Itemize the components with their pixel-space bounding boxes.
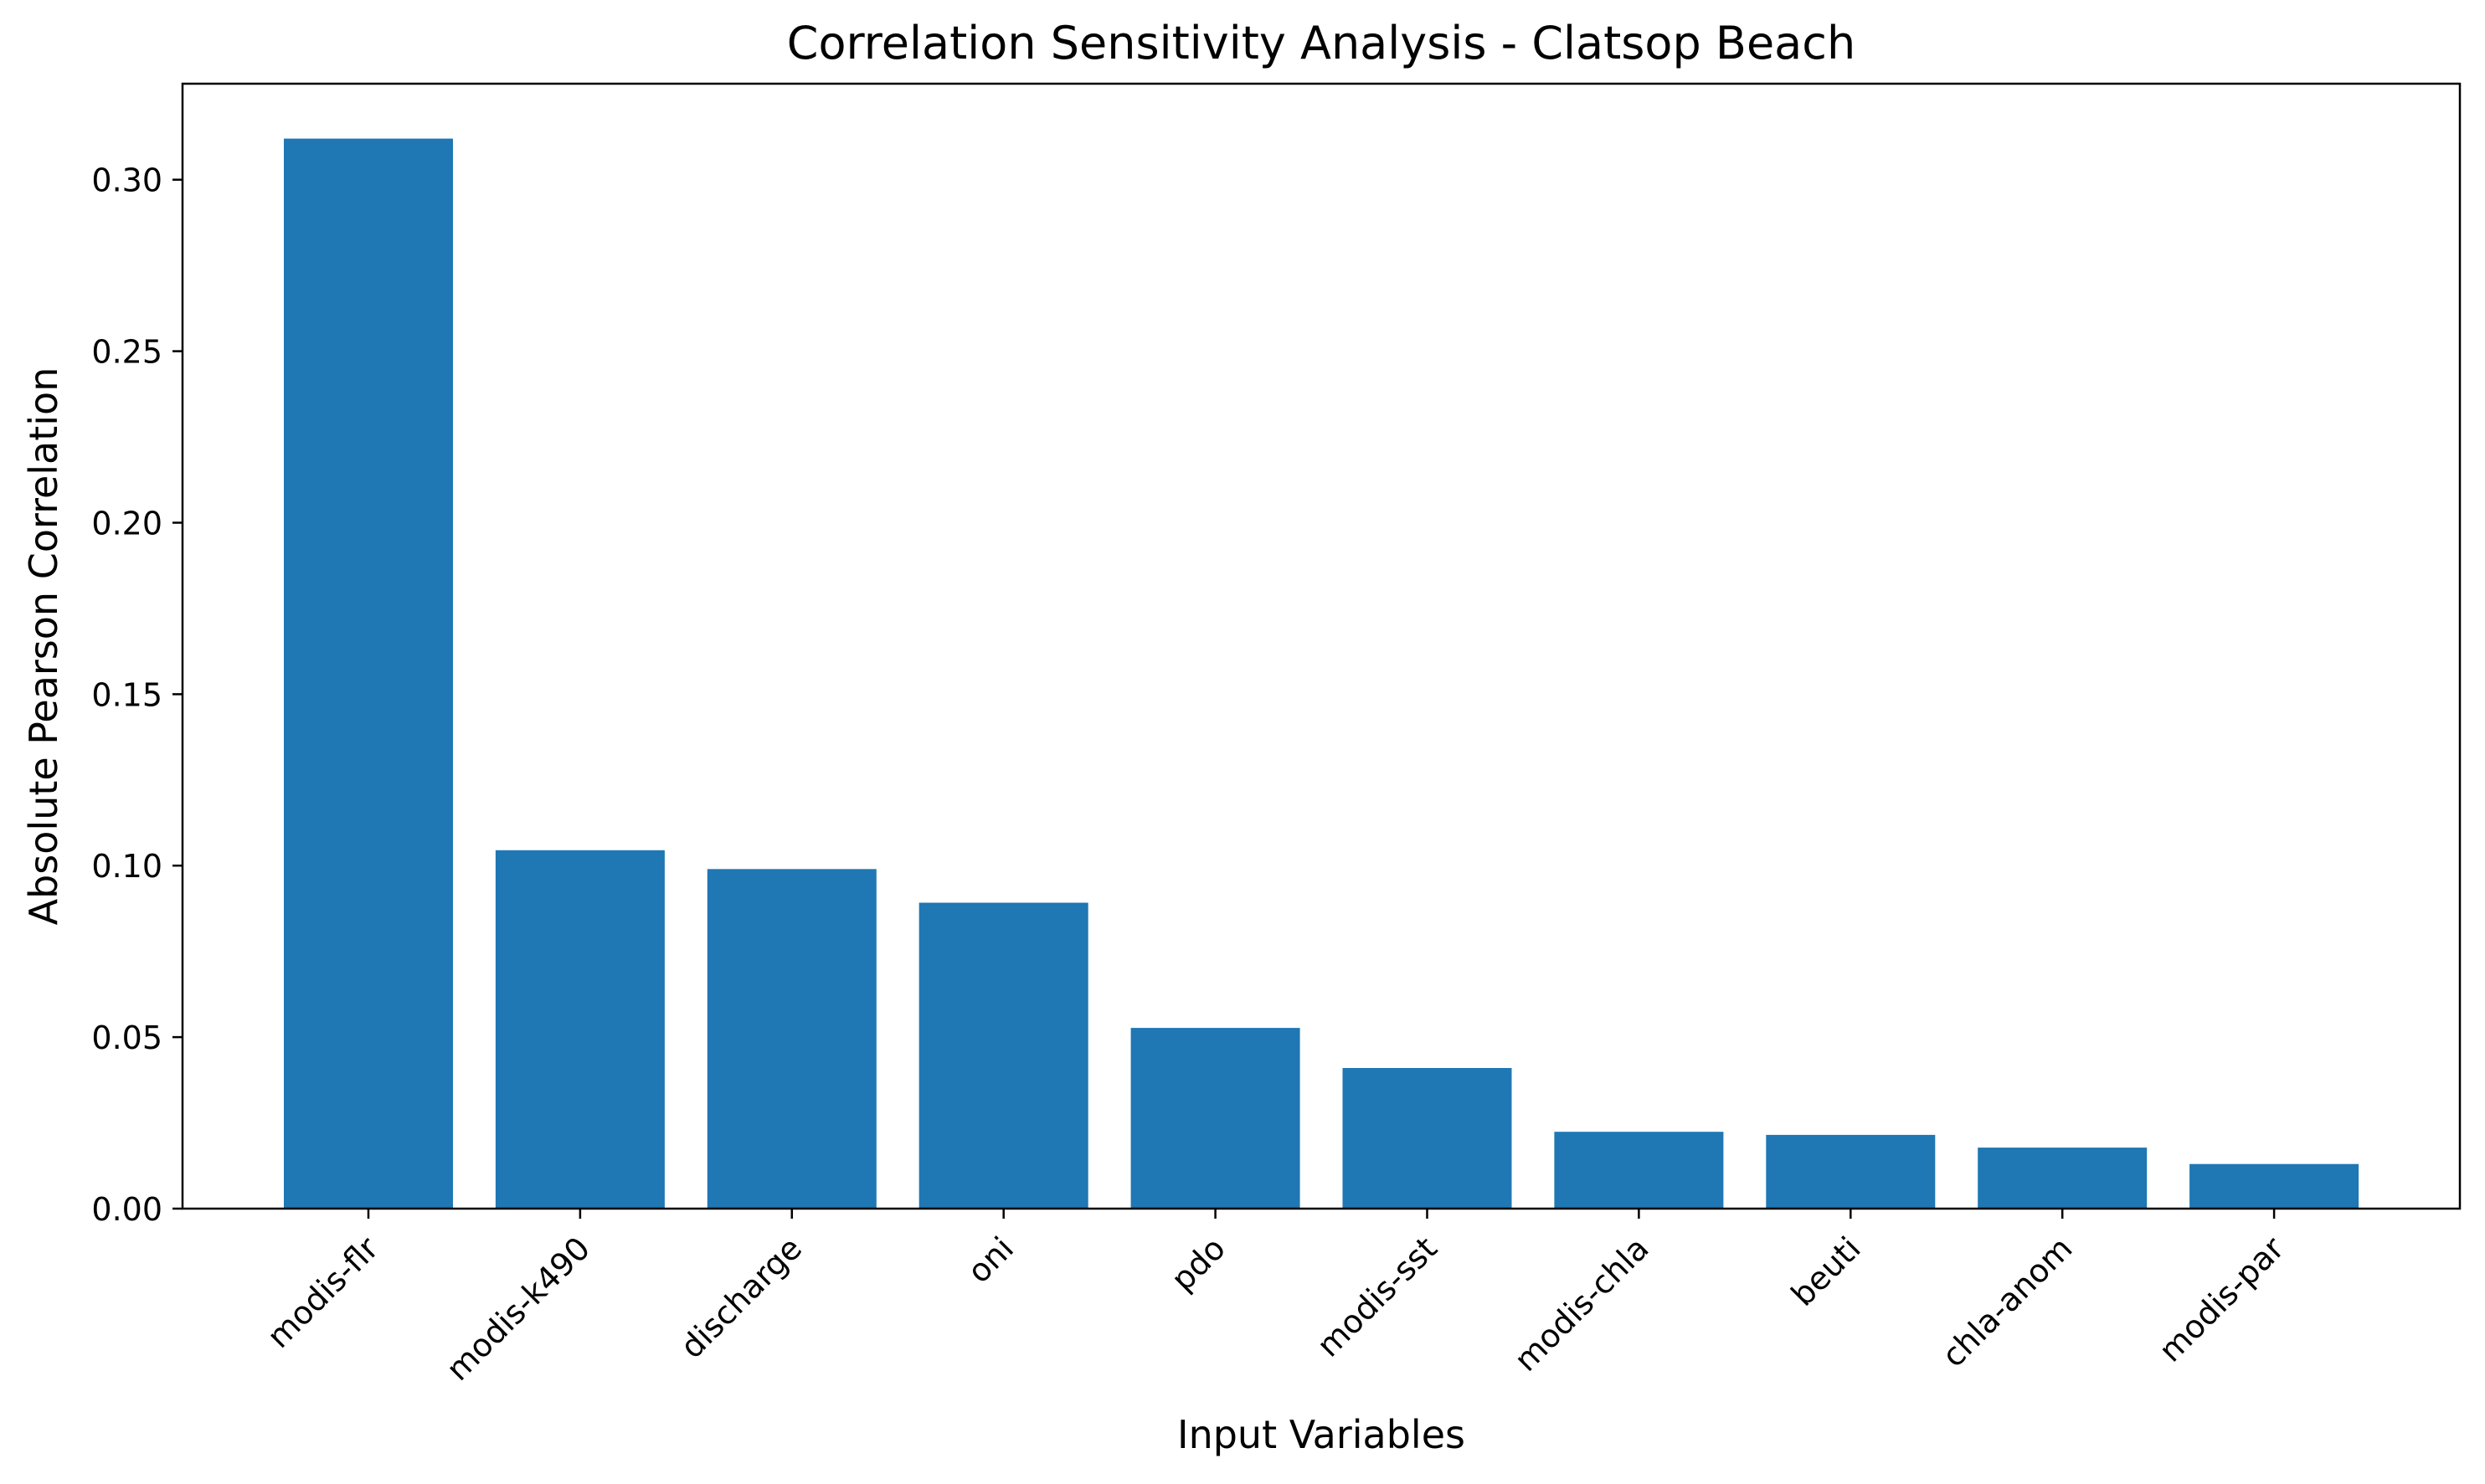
y-axis-ticks: 0.00 0.05 0.10 0.15 0.20 0.25 0.30 <box>91 162 183 1228</box>
y-tick-label: 0.30 <box>91 162 162 199</box>
bar-beuti <box>1766 1134 1936 1209</box>
y-axis-label: Absolute Pearson Correlation <box>21 367 66 926</box>
y-tick-label: 0.00 <box>91 1191 162 1228</box>
y-tick-label: 0.05 <box>91 1019 162 1056</box>
y-tick-label: 0.10 <box>91 848 162 885</box>
bar-modis-k490 <box>495 850 665 1209</box>
bar-modis-par <box>2189 1163 2359 1209</box>
bar-modis-sst <box>1342 1068 1512 1209</box>
bar-modis-chla <box>1554 1132 1724 1209</box>
bar-discharge <box>707 869 877 1209</box>
bar-oni <box>918 902 1088 1209</box>
chart-title: Correlation Sensitivity Analysis - Clats… <box>787 17 1855 69</box>
y-tick-label: 0.20 <box>91 506 162 542</box>
bar-modis-flr <box>284 138 453 1209</box>
y-tick-label: 0.15 <box>91 676 162 713</box>
x-axis-label: Input Variables <box>1177 1412 1465 1457</box>
bars <box>284 138 2359 1209</box>
bar-pdo <box>1130 1028 1300 1209</box>
y-tick-label: 0.25 <box>91 334 162 371</box>
plot-area-frame <box>181 82 2462 1210</box>
bar-chla-anom <box>1978 1148 2148 1209</box>
